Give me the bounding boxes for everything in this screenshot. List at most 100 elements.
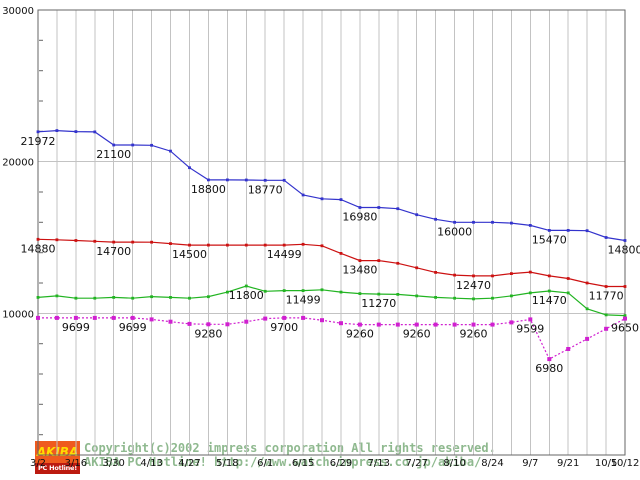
series-green-point-marker bbox=[472, 297, 475, 301]
series-green-point-marker bbox=[169, 296, 172, 299]
series-blue-value-label: 18770 bbox=[248, 183, 283, 196]
series-red-point-marker bbox=[244, 243, 248, 247]
series-red-value-label: 12470 bbox=[456, 279, 491, 292]
x-axis-tick-label: 9/7 bbox=[522, 458, 538, 469]
series-magenta-point-marker bbox=[566, 347, 571, 351]
series-green-point-marker bbox=[396, 293, 400, 296]
series-blue-point-marker bbox=[131, 143, 135, 147]
series-green-point-marker bbox=[434, 296, 437, 299]
x-axis-tick-label: 8/24 bbox=[481, 458, 503, 469]
series-red-point-marker bbox=[188, 243, 191, 247]
series-magenta-value-label: 9260 bbox=[403, 328, 431, 341]
series-magenta-value-label: 9700 bbox=[270, 321, 298, 334]
series-green-point-marker bbox=[377, 292, 381, 296]
series-blue-point-marker bbox=[282, 178, 286, 182]
series-magenta-value-label: 9699 bbox=[62, 321, 90, 334]
series-green-point-marker bbox=[263, 289, 267, 293]
series-magenta-point-marker bbox=[282, 315, 287, 320]
series-magenta-point-marker bbox=[111, 315, 116, 320]
series-blue-point-marker bbox=[415, 213, 419, 217]
series-green-point-marker bbox=[453, 296, 456, 300]
x-axis-tick-label: 4/27 bbox=[178, 458, 200, 469]
series-red-point-marker bbox=[226, 243, 229, 247]
copyright-line-1: Copyright(c)2002 impress corporation All… bbox=[84, 441, 496, 455]
series-magenta-point-marker bbox=[623, 316, 627, 321]
series-magenta-point-marker bbox=[357, 322, 362, 327]
series-magenta-point-marker bbox=[339, 321, 343, 326]
series-blue-point-marker bbox=[453, 220, 456, 224]
series-blue-value-label: 16980 bbox=[342, 211, 377, 224]
y-axis-tick-label: 10000 bbox=[2, 309, 34, 320]
series-blue-point-marker bbox=[150, 143, 153, 147]
series-green-point-marker bbox=[604, 313, 608, 317]
series-blue-value-label: 21972 bbox=[21, 135, 56, 148]
series-blue-value-label: 16000 bbox=[437, 225, 472, 238]
series-green-point-marker bbox=[623, 314, 627, 317]
plot-frame bbox=[37, 9, 626, 456]
series-green-value-label: 11499 bbox=[286, 294, 321, 307]
series-green-line bbox=[37, 285, 626, 317]
series-magenta-value-label: 9599 bbox=[516, 322, 544, 335]
series-green-point-marker bbox=[55, 294, 59, 298]
series-blue-value-label: 21100 bbox=[96, 148, 131, 161]
series-magenta-point-marker bbox=[130, 315, 135, 320]
series-red-point-marker bbox=[358, 259, 362, 262]
series-blue-value-label: 18800 bbox=[191, 183, 226, 196]
series-blue-point-marker bbox=[472, 220, 475, 224]
series-red-point-marker bbox=[604, 285, 608, 288]
series-magenta-point-marker bbox=[168, 319, 173, 324]
series-red-line bbox=[37, 238, 625, 288]
series-red-point-marker bbox=[434, 271, 437, 274]
series-blue-point-marker bbox=[585, 229, 589, 233]
x-axis-tick-label: 4/13 bbox=[140, 458, 162, 469]
series-red-point-marker bbox=[566, 277, 570, 280]
series-green-point-marker bbox=[358, 292, 362, 295]
series-magenta-point-marker bbox=[471, 322, 476, 327]
series-blue-point-marker bbox=[566, 229, 570, 232]
akiba-logo-subtitle: PC Hotline! bbox=[35, 463, 80, 474]
series-blue-point-marker bbox=[396, 207, 400, 211]
series-blue-point-marker bbox=[339, 198, 343, 201]
series-red-point-marker bbox=[131, 240, 135, 244]
series-magenta-value-label: 9260 bbox=[460, 328, 488, 341]
x-axis-tick-label: 5/18 bbox=[216, 458, 238, 469]
series-red-point-marker bbox=[453, 273, 456, 277]
x-axis-tick-label: 7/13 bbox=[368, 458, 390, 469]
series-green-point-marker bbox=[207, 295, 210, 299]
series-magenta-point-marker bbox=[433, 322, 438, 327]
series-red-value-label: 11770 bbox=[589, 290, 624, 303]
series-green-value-label: 11270 bbox=[361, 297, 396, 310]
series-green-point-marker bbox=[491, 296, 494, 300]
series-green-point-marker bbox=[415, 294, 419, 298]
series-green-point-marker bbox=[339, 290, 343, 294]
series-magenta-value-label: 9650 bbox=[611, 322, 639, 335]
series-blue-point-marker bbox=[604, 236, 608, 239]
x-axis-tick-label: 3/30 bbox=[102, 458, 124, 469]
series-blue-point-marker bbox=[244, 178, 248, 182]
series-blue-point-marker bbox=[74, 130, 78, 133]
x-axis-tick-label: 3/2 bbox=[30, 458, 46, 469]
series-green-point-marker bbox=[150, 295, 153, 299]
series-red-point-marker bbox=[491, 274, 494, 278]
series-red-point-marker bbox=[472, 274, 475, 278]
series-red-value-label: 14499 bbox=[267, 248, 302, 261]
series-blue-point-marker bbox=[169, 149, 172, 153]
series-blue-point-marker bbox=[207, 178, 210, 182]
series-magenta-value-label: 9699 bbox=[119, 321, 147, 334]
x-axis-tick-label: 9/21 bbox=[557, 458, 579, 469]
series-red-point-marker bbox=[93, 239, 97, 243]
series-red-point-marker bbox=[282, 243, 286, 247]
series-magenta-point-marker bbox=[225, 322, 230, 327]
series-magenta-point-marker bbox=[585, 336, 590, 341]
series-blue-point-marker bbox=[36, 130, 40, 134]
series-green-point-marker bbox=[226, 290, 229, 294]
series-magenta-point-marker bbox=[320, 318, 324, 323]
series-magenta-value-label: 6980 bbox=[535, 362, 563, 375]
series-blue-point-marker bbox=[301, 193, 305, 197]
series-green-point-marker bbox=[510, 294, 513, 298]
series-magenta-point-marker bbox=[604, 326, 609, 331]
series-blue-point-marker bbox=[226, 178, 229, 182]
series-magenta-point-marker bbox=[376, 322, 381, 327]
